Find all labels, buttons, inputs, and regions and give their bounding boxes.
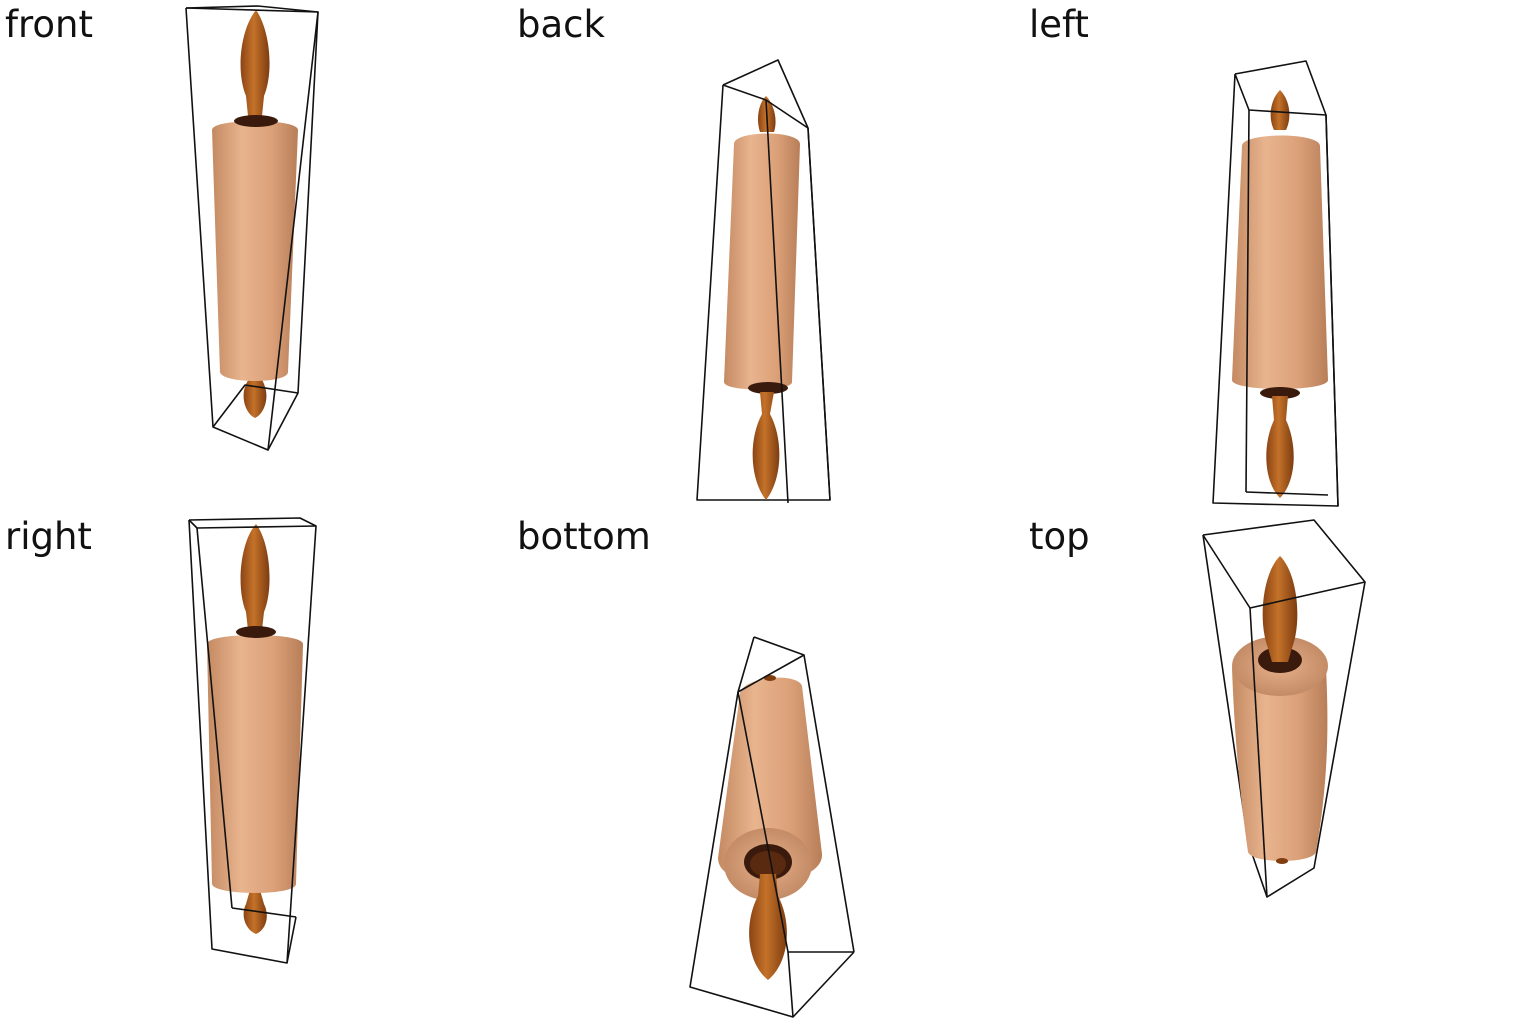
bounding-box-edge-2 xyxy=(1245,491,1329,496)
view-label-right: right xyxy=(5,515,92,558)
view-label-left: left xyxy=(1029,3,1089,46)
barrel xyxy=(718,677,823,883)
collar xyxy=(1260,387,1300,399)
bounding-box-front xyxy=(1202,519,1366,609)
barrel xyxy=(212,121,298,381)
bounding-box-back xyxy=(185,7,299,451)
bounding-box-edge xyxy=(765,99,789,504)
top-handle xyxy=(1270,90,1290,130)
barrel xyxy=(1232,668,1328,861)
view-panel-front: front xyxy=(0,0,512,512)
view-label-top: top xyxy=(1029,515,1090,558)
bounding-box-front-2 xyxy=(188,519,317,529)
view-panel-right: right xyxy=(0,512,512,1024)
barrel xyxy=(1232,135,1328,389)
collar-inner xyxy=(750,851,786,877)
top-handle xyxy=(1262,556,1298,662)
rolling-pin-icon xyxy=(689,636,855,1018)
collar xyxy=(748,382,788,394)
view-panel-left: left xyxy=(1024,0,1536,512)
bounding-box-edge-2 xyxy=(231,907,297,918)
top-handle xyxy=(240,524,270,630)
rolling-pin-icon xyxy=(1212,60,1339,507)
barrel xyxy=(207,635,303,893)
view-panel-bottom: bottom xyxy=(512,512,1024,1024)
top-handle xyxy=(240,10,270,116)
bounding-box-back xyxy=(689,636,855,1018)
bounding-box-edge xyxy=(787,951,794,1018)
bottom-handle xyxy=(1266,396,1294,498)
bottom-handle xyxy=(243,370,267,418)
collar xyxy=(234,115,278,127)
bounding-box-front-2 xyxy=(185,5,319,428)
view-label-back: back xyxy=(517,3,605,46)
view-panel-back: back xyxy=(512,0,1024,512)
bottom-cap xyxy=(1276,858,1288,864)
bounding-box-front xyxy=(722,59,831,501)
bounding-box-edge xyxy=(196,527,233,909)
collar xyxy=(236,626,276,638)
rolling-pin-icon xyxy=(188,517,317,964)
bounding-box-back xyxy=(188,519,297,964)
bounding-box-edge xyxy=(1249,607,1268,898)
rolling-pin-icon xyxy=(1202,519,1366,898)
rolling-pin-icon xyxy=(185,5,319,451)
view-panel-top: top xyxy=(1024,512,1536,1024)
bounding-box-front xyxy=(188,517,317,964)
bounding-box-front xyxy=(1234,60,1339,507)
rolling-pin-icon xyxy=(696,59,831,504)
barrel xyxy=(724,133,800,390)
bounding-box-front-2 xyxy=(737,654,805,693)
view-label-bottom: bottom xyxy=(517,515,651,558)
view-label-front: front xyxy=(5,3,94,46)
bottom-handle xyxy=(752,392,780,500)
bounding-box-edge xyxy=(1245,109,1250,493)
